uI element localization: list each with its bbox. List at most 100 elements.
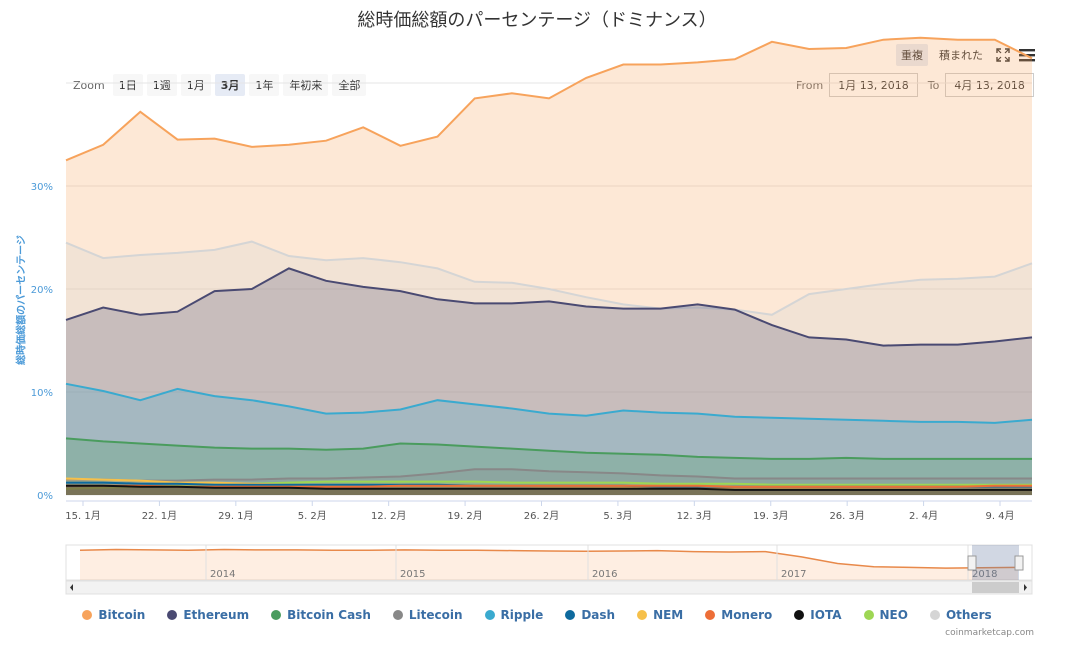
to-date-input[interactable]: 4月 13, 2018 (945, 73, 1034, 97)
legend-label: Ethereum (183, 608, 250, 622)
from-label: From (796, 78, 824, 92)
zoom-button-3m[interactable]: 3月 (214, 74, 246, 96)
y-tick-label: 0% (37, 491, 53, 502)
legend-item-litecoin[interactable]: Litecoin (392, 608, 463, 622)
series-line-iota (66, 484, 1032, 491)
legend-marker-icon (565, 610, 576, 620)
navigator-handle[interactable] (967, 555, 977, 571)
x-tick-label: 12. 2月 (371, 510, 406, 522)
legend-label: NEM (653, 608, 684, 622)
navigator-line (79, 548, 1019, 569)
navigator-handle[interactable] (1014, 555, 1024, 571)
series-area-bitcoin (66, 37, 1032, 495)
legend-marker-icon (705, 610, 716, 620)
legend-marker-icon (637, 610, 648, 620)
navigator-year-label: 2014 (210, 569, 235, 580)
legend-label: Bitcoin Cash (287, 608, 371, 622)
x-tick-label: 5. 2月 (298, 510, 327, 522)
x-tick-label: 26. 3月 (829, 510, 864, 522)
series-line-ethereum (65, 267, 1033, 347)
series-line-ripple (65, 382, 1033, 424)
zoom-bar: Zoom 1日 1週 1月 3月 1年 年初来 全部 (73, 74, 367, 96)
legend-marker-icon (392, 610, 403, 620)
x-tick-label: 15. 1月 (65, 510, 100, 522)
legend-label: Bitcoin (98, 608, 146, 622)
zoom-button-all[interactable]: 全部 (332, 74, 367, 96)
expand-icon[interactable] (994, 47, 1012, 63)
navigator-year-label: 2016 (592, 569, 617, 580)
x-tick-label: 2. 4月 (909, 510, 938, 522)
zoom-label: Zoom (73, 78, 105, 92)
to-label: To (927, 78, 940, 92)
y-tick-label: 30% (31, 182, 53, 193)
series-area-ethereum (66, 268, 1032, 495)
from-date-input[interactable]: 1月 13, 2018 (829, 73, 918, 97)
scrollbar-track[interactable] (65, 580, 1033, 595)
scroll-right-arrow-icon[interactable] (1024, 584, 1027, 591)
date-range: From 1月 13, 2018 To 4月 13, 2018 (796, 73, 1034, 97)
series-line-bitcoin-cash (65, 437, 1032, 460)
scrollbar-thumb[interactable] (972, 582, 1019, 593)
navigator-year-label: 2015 (400, 569, 425, 580)
x-tick-label: 9. 4月 (985, 510, 1014, 522)
zoom-button-1m[interactable]: 1月 (180, 74, 211, 96)
legend-marker-icon (929, 610, 940, 620)
series-area-iota (66, 485, 1032, 495)
zoom-button-1w[interactable]: 1週 (146, 74, 177, 96)
legend-label: Monero (721, 608, 773, 622)
legend-item-neo[interactable]: NEO (863, 608, 908, 622)
legend-marker-icon (794, 610, 805, 620)
legend-label: Ripple (500, 608, 544, 622)
x-tick-label: 12. 3月 (677, 510, 712, 522)
navigator-year-label: 2017 (781, 569, 806, 580)
legend-marker-icon (167, 610, 178, 620)
series-line-monero (66, 484, 1032, 488)
y-tick-label: 20% (31, 285, 53, 296)
x-tick-label: 26. 2月 (524, 510, 559, 522)
chart-title: 総時価総額のパーセンテージ（ドミナンス） (357, 10, 717, 31)
legend-marker-icon (484, 610, 495, 620)
navigator-year-label: 2018 (972, 569, 997, 580)
x-tick-label: 22. 1月 (142, 510, 177, 522)
legend-label: Dash (581, 608, 616, 622)
scroll-left-arrow-icon[interactable] (70, 584, 73, 591)
stacked-button[interactable]: 積まれた (939, 49, 983, 62)
legend-item-monero[interactable]: Monero (705, 608, 772, 622)
series-area-ripple (66, 383, 1032, 495)
legend-label: NEO (879, 608, 908, 622)
y-tick-label: 10% (31, 388, 53, 399)
x-tick-label: 29. 1月 (218, 510, 253, 522)
x-tick-label: 19. 2月 (447, 510, 482, 522)
series-area-bitcoin-cash (66, 438, 1032, 495)
legend-marker-icon (271, 610, 282, 620)
legend-marker-icon (82, 610, 93, 620)
legend-label: IOTA (810, 608, 842, 622)
series-line-bitcoin (65, 36, 1033, 162)
series-line-litecoin (66, 468, 1032, 482)
zoom-button-1d[interactable]: 1日 (112, 74, 143, 96)
legend: Bitcoin Ethereum Bitcoin Cash Litecoin Rippl… (0, 608, 1074, 622)
legend-item-nem[interactable]: NEM (637, 608, 683, 622)
credit-link[interactable]: coinmarketcap.com (945, 628, 1034, 638)
zoom-button-ytd[interactable]: 年初来 (283, 74, 329, 96)
legend-item-iota[interactable]: IOTA (794, 608, 842, 622)
chart-controls: 重複 積まれた (896, 44, 1036, 66)
x-tick-label: 19. 3月 (753, 510, 788, 522)
legend-label: Others (945, 608, 992, 622)
navigator-area (80, 549, 1018, 580)
legend-label: Litecoin (408, 608, 463, 622)
legend-item-others[interactable]: Others (929, 608, 992, 622)
legend-item-ripple[interactable]: Ripple (484, 608, 544, 622)
legend-marker-icon (863, 610, 874, 620)
overlap-button[interactable]: 重複 (896, 44, 928, 66)
zoom-button-1y[interactable]: 1年 (249, 74, 280, 96)
x-tick-label: 5. 3月 (603, 510, 632, 522)
legend-item-bitcoin[interactable]: Bitcoin (82, 608, 145, 622)
series-line-others (65, 240, 1033, 316)
navigator-selection (972, 545, 1019, 580)
legend-item-dash[interactable]: Dash (565, 608, 615, 622)
legend-item-bitcoin-cash[interactable]: Bitcoin Cash (271, 608, 371, 622)
series-line-nem (65, 477, 1032, 491)
legend-item-ethereum[interactable]: Ethereum (167, 608, 249, 622)
